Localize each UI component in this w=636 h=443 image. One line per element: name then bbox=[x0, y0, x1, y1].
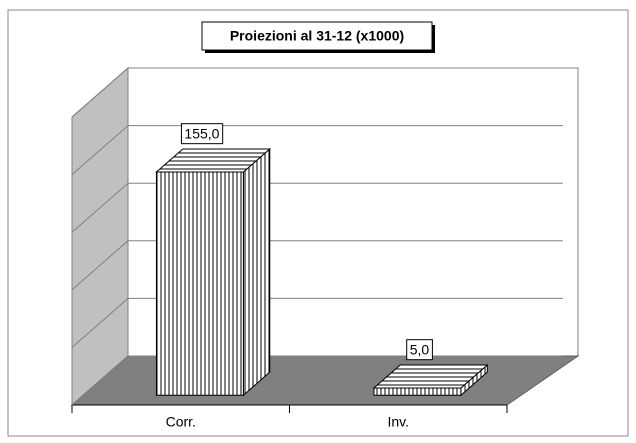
x-tick-label: Inv. bbox=[387, 414, 409, 430]
side-wall bbox=[71, 66, 129, 407]
bar-top bbox=[155, 148, 272, 173]
x-tick-label: Corr. bbox=[166, 414, 196, 430]
grid-line bbox=[71, 182, 129, 233]
data-label-box bbox=[180, 123, 224, 145]
bar bbox=[155, 147, 272, 397]
grid-line bbox=[71, 67, 129, 118]
floor bbox=[70, 355, 580, 406]
data-label-box bbox=[406, 339, 433, 361]
plot-area bbox=[70, 66, 580, 407]
bar-front bbox=[373, 387, 462, 396]
grid-line bbox=[71, 125, 129, 175]
data-label: 155,0 bbox=[184, 126, 219, 142]
bar bbox=[372, 363, 489, 397]
bar-side bbox=[242, 147, 271, 397]
data-label: 5,0 bbox=[410, 342, 430, 358]
bar-top bbox=[372, 364, 489, 389]
grid-line bbox=[71, 240, 129, 291]
grid-line bbox=[71, 298, 129, 348]
grid-line bbox=[71, 355, 129, 406]
title-box bbox=[201, 21, 433, 51]
chart-title: Proiezioni al 31-12 (x1000) bbox=[230, 28, 404, 44]
bar-front bbox=[155, 171, 244, 396]
